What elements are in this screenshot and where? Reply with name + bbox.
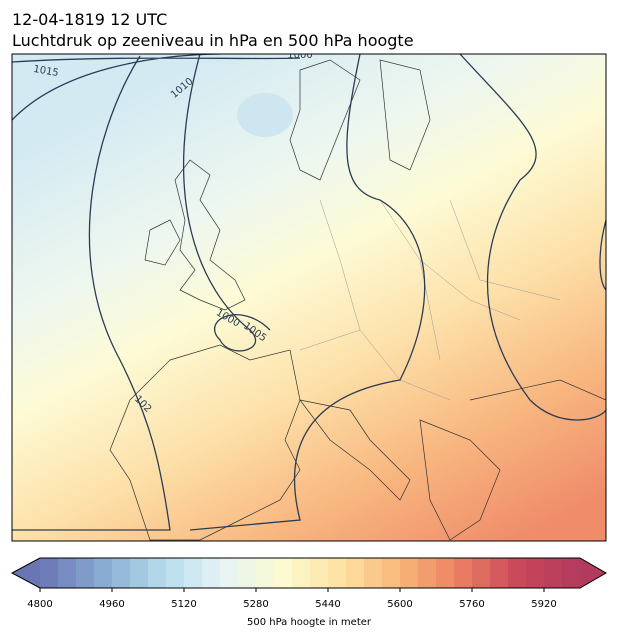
- colorbar-segment: [526, 558, 545, 588]
- colorbar-segment: [364, 558, 383, 588]
- height-field: [12, 54, 606, 541]
- colorbar-segment: [508, 558, 527, 588]
- map-title: Luchtdruk op zeeniveau in hPa en 500 hPa…: [12, 31, 414, 50]
- map-frame: [11, 53, 607, 542]
- colorbar-segment: [130, 558, 149, 588]
- colorbar-segment: [472, 558, 491, 588]
- colorbar-segment: [202, 558, 221, 588]
- colorbar-segment: [58, 558, 77, 588]
- colorbar-segment: [148, 558, 167, 588]
- colorbar-extend-low: [12, 558, 40, 588]
- colorbar-extend-high: [580, 558, 606, 588]
- colorbar-segment: [490, 558, 509, 588]
- borders: [299, 199, 561, 401]
- colorbar-segment: [112, 558, 131, 588]
- colorbar-segment: [220, 558, 239, 588]
- coastline: [109, 59, 606, 541]
- low-core: [237, 93, 293, 137]
- colorbar: 4800 4960 5120 5280 5440 5600 5760 5920: [10, 557, 608, 610]
- colorbar-tick-label: 5600: [387, 599, 412, 610]
- isobar: [12, 54, 606, 531]
- colorbar-label: 500 hPa hoogte in meter: [247, 617, 372, 628]
- colorbar-tick-label: 5920: [531, 599, 556, 610]
- colorbar-tick-label: 5280: [243, 599, 268, 610]
- colorbar-segment: [400, 558, 419, 588]
- colorbar-segment: [184, 558, 203, 588]
- colorbar-segment: [328, 558, 347, 588]
- colorbar-segment: [346, 558, 365, 588]
- contour-label: 1000: [287, 50, 312, 61]
- colorbar-segment: [166, 558, 185, 588]
- colorbar-segment: [256, 558, 275, 588]
- colorbar-segment: [310, 558, 329, 588]
- colorbar-segment: [418, 558, 437, 588]
- colorbar-segment: [274, 558, 293, 588]
- colorbar-segment: [454, 558, 473, 588]
- colorbar-segment: [76, 558, 95, 588]
- colorbar-segment: [562, 558, 581, 588]
- colorbar-tick-label: 5440: [315, 599, 340, 610]
- contour-label: 1015: [32, 64, 59, 79]
- colorbar-tick-label: 4800: [27, 599, 52, 610]
- colorbar-outline: [10, 557, 608, 589]
- colorbar-segment: [94, 558, 113, 588]
- colorbar-tick-label: 4960: [99, 599, 124, 610]
- colorbar-segment: [436, 558, 455, 588]
- colorbar-tick-label: 5760: [459, 599, 484, 610]
- colorbar-segment: [544, 558, 563, 588]
- colorbar-segment: [40, 558, 59, 588]
- colorbar-segment: [292, 558, 311, 588]
- colorbar-segment: [238, 558, 257, 588]
- date-title: 12-04-1819 12 UTC: [12, 10, 167, 29]
- colorbar-segment: [382, 558, 401, 588]
- colorbar-tick-label: 5120: [171, 599, 196, 610]
